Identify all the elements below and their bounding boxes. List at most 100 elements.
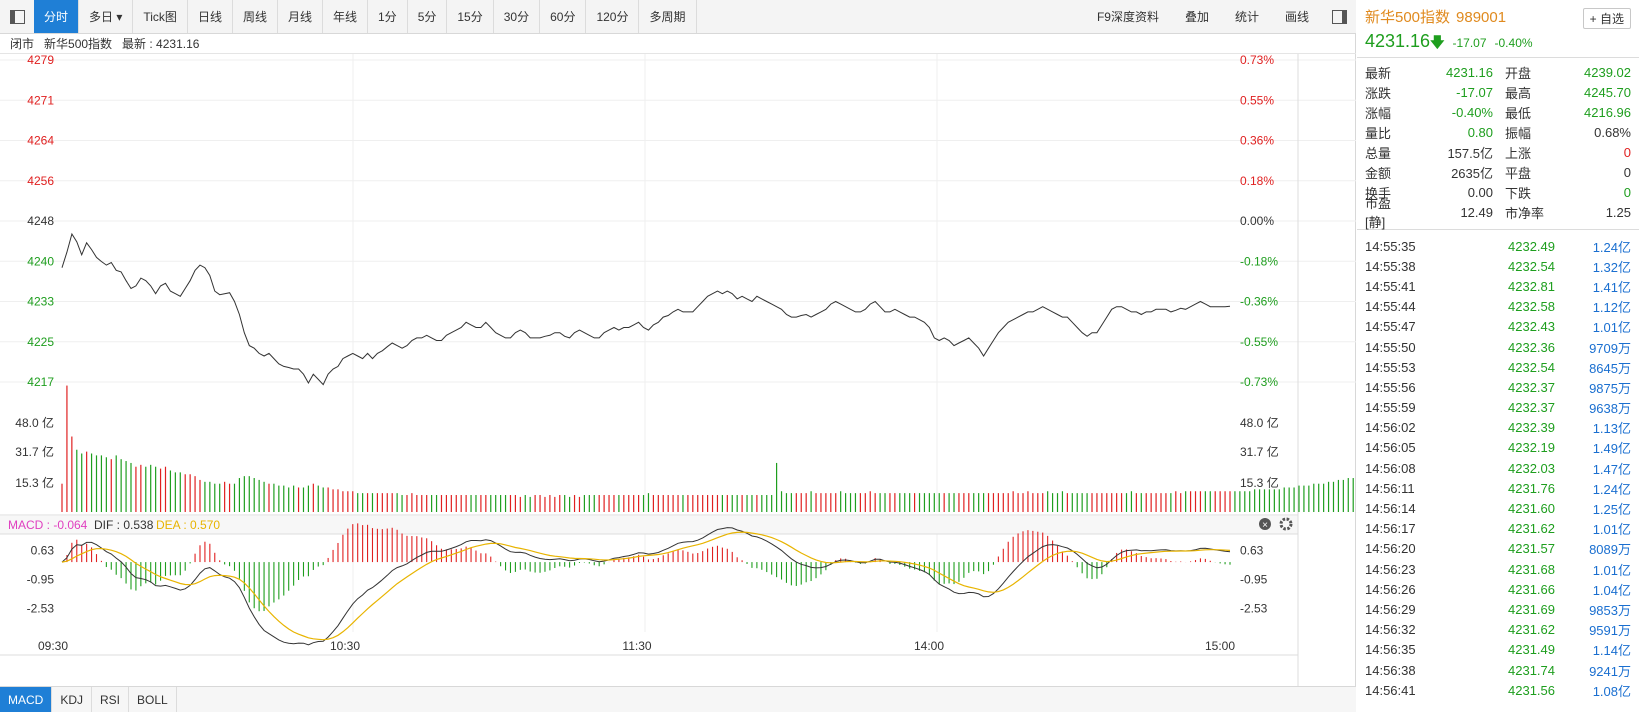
tick-volume: 1.04亿 [1592,582,1631,598]
indicator-tab-macd[interactable]: MACD [0,687,53,712]
left-panel-toggle-icon[interactable] [0,0,34,33]
period-tab-5[interactable]: 月线 [278,0,323,33]
tick-row[interactable]: 14:56:17 4231.62 1.01亿 [1365,519,1631,539]
tick-row[interactable]: 14:56:29 4231.69 9853万 [1365,599,1631,619]
tool-button-1[interactable]: 叠加 [1184,10,1209,24]
tick-price: 4232.36 [1508,339,1555,355]
indicator-tab-rsi[interactable]: RSI [92,687,130,712]
tick-row[interactable]: 14:56:08 4232.03 1.47亿 [1365,458,1631,478]
period-tab-10[interactable]: 30分 [494,0,541,33]
security-code: 989001 [1456,9,1507,26]
tick-volume: 1.14亿 [1592,643,1631,659]
quote-label: 涨跌 [1365,85,1392,101]
tick-row[interactable]: 14:56:02 4232.39 1.13亿 [1365,418,1631,438]
volume-axis-label: 48.0 亿 [1240,415,1279,430]
dea-line [61,531,1231,641]
tick-price: 4232.54 [1508,359,1555,375]
period-tab-3[interactable]: 日线 [188,0,233,33]
period-tab-1[interactable]: 多日 ▾ [79,0,134,33]
period-tab-4[interactable]: 周线 [233,0,278,33]
dif-value-label: DIF : 0.538 [94,518,154,532]
intraday-chart[interactable]: 4279 4271 4264 4256 4248 4240 4233 4225 4217 0.73… [0,0,1356,686]
tick-volume: 1.25亿 [1592,502,1631,518]
period-tab-8[interactable]: 5分 [408,0,448,33]
period-tab-9[interactable]: 15分 [447,0,494,33]
tick-row[interactable]: 14:55:44 4232.58 1.12亿 [1365,297,1631,317]
quote-label: 平盘 [1505,165,1532,181]
period-tab-7[interactable]: 1分 [368,0,408,33]
macd-axis-label: -0.95 [27,573,55,587]
period-tab-12[interactable]: 120分 [586,0,640,33]
period-tab-13[interactable]: 多周期 [639,0,697,33]
tool-button-2[interactable]: 统计 [1234,10,1259,24]
tick-row[interactable]: 14:56:41 4231.56 1.08亿 [1365,680,1631,700]
security-name: 新华500指数 [1365,9,1451,26]
quote-value: 12.49 [1460,204,1493,220]
period-tab-2[interactable]: Tick图 [133,0,188,33]
tick-volume: 1.12亿 [1592,300,1631,316]
time-axis-label: 14:00 [914,639,944,653]
right-panel-toggle-icon[interactable] [1322,0,1356,33]
tick-row[interactable]: 14:56:35 4231.49 1.14亿 [1365,640,1631,660]
tick-time: 14:56:05 [1365,440,1416,456]
tick-time: 14:56:38 [1365,662,1416,678]
tick-row[interactable]: 14:56:23 4231.68 1.01亿 [1365,559,1631,579]
quote-value: 0 [1623,184,1631,200]
tick-row[interactable]: 14:55:47 4232.43 1.01亿 [1365,317,1631,337]
tool-button-0[interactable]: F9深度资料 [1096,10,1159,24]
tick-time: 14:56:02 [1365,420,1416,436]
tick-row[interactable]: 14:56:38 4231.74 9241万 [1365,660,1631,680]
quote-label: 量比 [1365,125,1392,141]
tick-row[interactable]: 14:55:38 4232.54 1.32亿 [1365,256,1631,276]
time-axis-label: 09:30 [38,639,68,653]
period-tab-0[interactable]: 分时 [34,0,80,33]
quote-value: 4239.02 [1584,64,1631,80]
quote-row: 涨幅 -0.40% 最低 4216.96 [1365,102,1631,122]
tick-time: 14:56:29 [1365,601,1416,617]
tick-row[interactable]: 14:56:05 4232.19 1.49亿 [1365,438,1631,458]
tick-row[interactable]: 14:55:56 4232.37 9875万 [1365,377,1631,397]
tick-price: 4232.03 [1508,460,1555,476]
tick-price: 4232.81 [1508,278,1555,294]
quote-table: 最新 4231.16 开盘 4239.02 涨跌 -17.07 最高 4245.70 涨幅 -0.… [1357,58,1639,230]
quote-label: 最低 [1505,105,1532,121]
period-tab-11[interactable]: 60分 [540,0,587,33]
tick-time: 14:55:41 [1365,278,1416,294]
tick-price: 4231.62 [1508,521,1555,537]
tick-row[interactable]: 14:55:53 4232.54 8645万 [1365,357,1631,377]
tick-price: 4231.60 [1508,501,1555,517]
price-change-percent: -0.40% [1494,36,1533,50]
tick-time: 14:55:35 [1365,238,1416,254]
tick-row[interactable]: 14:56:14 4231.60 1.25亿 [1365,498,1631,518]
tick-row[interactable]: 14:55:35 4232.49 1.24亿 [1365,236,1631,256]
close-indicator-icon [1259,518,1271,530]
tick-list[interactable]: 14:55:35 4232.49 1.24亿 14:55:38 4232.54 1.32亿… [1357,230,1639,700]
tick-price: 4232.37 [1508,400,1555,416]
tick-row[interactable]: 14:55:50 4232.36 9709万 [1365,337,1631,357]
tick-volume: 9709万 [1589,340,1631,356]
indicator-tab-boll[interactable]: BOLL [129,687,177,712]
down-arrow-icon: 🡇 [1430,34,1445,50]
macd-axis-label: -2.53 [1240,602,1268,616]
tick-row[interactable]: 14:56:32 4231.62 9591万 [1365,620,1631,640]
close-indicator-icon: × [1262,520,1268,531]
quote-value: 0.00 [1467,184,1493,200]
tick-row[interactable]: 14:55:41 4232.81 1.41亿 [1365,276,1631,296]
period-tab-6[interactable]: 年线 [323,0,368,33]
price-axis-label: 4271 [27,93,54,107]
tick-time: 14:56:11 [1365,480,1415,496]
tick-row[interactable]: 14:56:20 4231.57 8089万 [1365,539,1631,559]
tick-price: 4231.74 [1508,662,1555,678]
add-favorite-button[interactable]: + 自选 [1582,8,1631,29]
volume-axis-label: 15.3 亿 [1240,475,1279,490]
volume-axis-label: 31.7 亿 [15,444,54,459]
indicator-tab-kdj[interactable]: KDJ [52,687,93,712]
macd-axis-label: 0.63 [1240,543,1264,557]
tool-button-3[interactable]: 画线 [1284,10,1309,24]
tick-row[interactable]: 14:56:11 4231.76 1.24亿 [1365,478,1631,498]
percent-axis-label: -0.18% [1240,254,1278,268]
tick-row[interactable]: 14:56:26 4231.66 1.04亿 [1365,579,1631,599]
price-change: -17.07 [1452,36,1487,50]
tick-row[interactable]: 14:55:59 4232.37 9638万 [1365,398,1631,418]
macd-axis-label: -2.53 [27,602,55,616]
